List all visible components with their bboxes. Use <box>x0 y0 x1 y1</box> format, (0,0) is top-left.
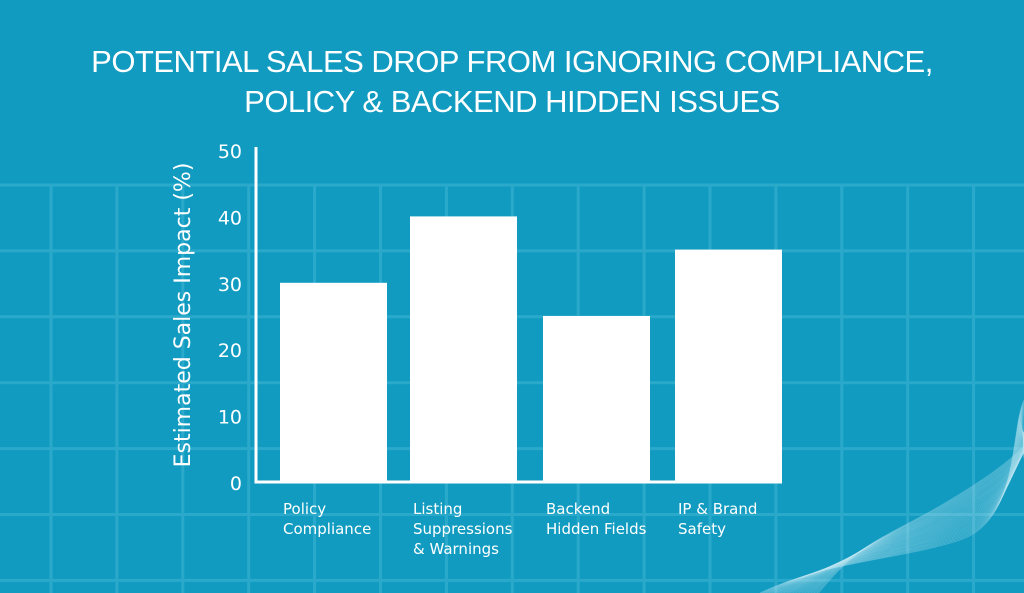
chart-title-line-1: POTENTIAL SALES DROP FROM IGNORING COMPL… <box>91 44 933 79</box>
x-tick-label-line: Hidden Fields <box>546 520 647 538</box>
x-tick-label-line: & Warnings <box>413 540 499 558</box>
wave-mesh-line <box>804 433 1024 593</box>
wave-mesh-line <box>764 404 1024 593</box>
wave-mesh-line <box>782 422 1024 593</box>
x-tick-label-line: Backend <box>546 500 610 518</box>
x-tick-label-line: Policy <box>283 500 326 518</box>
wave-mesh-line <box>803 433 1024 593</box>
wave-mesh-line <box>768 408 1024 593</box>
wave-mesh-line <box>792 430 1024 593</box>
wave-mesh-line <box>770 410 1024 593</box>
x-tick-label: Listing Suppressions & Warnings <box>413 500 513 558</box>
y-tick-label: 10 <box>218 407 242 429</box>
wave-mesh-line <box>795 431 1024 593</box>
chart-title: POTENTIAL SALES DROP FROM IGNORING COMPL… <box>0 42 1024 122</box>
wave-mesh-line <box>765 405 1024 593</box>
x-tick-label: IP & Brand Safety <box>678 500 757 538</box>
wave-mesh-line <box>800 432 1024 593</box>
wave-mesh-line <box>783 423 1024 593</box>
wave-mesh-line <box>801 432 1024 593</box>
wave-mesh-line <box>815 441 1024 593</box>
wave-mesh-line <box>771 411 1024 593</box>
bar-backend-hidden-fields <box>543 316 650 482</box>
wave-mesh-line <box>774 414 1024 593</box>
wave-mesh-line <box>767 407 1024 593</box>
wave-mesh-line <box>813 439 1024 593</box>
wave-mesh-line <box>789 428 1024 593</box>
bar-policy-compliance <box>280 282 387 482</box>
x-tick-labels: Policy Compliance Listing Suppressions & War… <box>283 500 757 558</box>
wave-mesh-line <box>788 427 1024 593</box>
wave-mesh-line <box>761 401 1024 593</box>
wave-mesh-line <box>777 417 1024 593</box>
wave-mesh-line <box>786 426 1024 593</box>
x-tick-label-line: Safety <box>678 520 726 538</box>
wave-mesh-line <box>780 420 1024 593</box>
y-tick-label: 30 <box>218 274 242 296</box>
wave-mesh-line <box>762 402 1024 593</box>
wave-mesh-line <box>759 399 1024 593</box>
wave-mesh-line <box>812 438 1024 593</box>
wave-mesh-line <box>779 419 1024 593</box>
wave-mesh-line <box>806 434 1024 593</box>
wave-mesh-line <box>818 444 1024 593</box>
x-tick-label-line: Listing <box>413 500 462 518</box>
bar-listing-suppressions-warnings <box>410 216 517 482</box>
wave-mesh-line <box>807 435 1024 593</box>
y-tick-label: 20 <box>218 340 242 362</box>
wave-mesh-line <box>785 425 1024 593</box>
x-tick-label-line: Suppressions <box>413 520 513 538</box>
wave-mesh-line <box>776 416 1024 593</box>
x-tick-label: Backend Hidden Fields <box>546 500 647 538</box>
bar-ip-brand-safety <box>675 249 782 482</box>
bars-group <box>280 216 782 482</box>
wave-mesh-line <box>810 437 1024 593</box>
wave-mesh-line <box>798 432 1024 593</box>
x-tick-label-line: Compliance <box>283 520 371 538</box>
wave-mesh-line <box>773 413 1024 593</box>
wave-mesh-line <box>791 429 1024 593</box>
y-tick-label: 50 <box>218 141 242 163</box>
wave-mesh-line <box>816 443 1024 593</box>
chart-title-line-2: POLICY & BACKEND HIDDEN ISSUES <box>244 84 780 119</box>
wave-mesh-line <box>809 436 1024 593</box>
y-axis-label: Estimated Sales Impact (%) <box>171 163 196 468</box>
y-tick-label: 40 <box>218 207 242 229</box>
x-tick-label-line: IP & Brand <box>678 500 757 518</box>
wave-mesh-line <box>797 431 1024 593</box>
y-tick-labels: 0 10 20 30 40 50 <box>218 141 242 495</box>
x-tick-label: Policy Compliance <box>283 500 371 538</box>
y-tick-label: 0 <box>230 473 242 495</box>
